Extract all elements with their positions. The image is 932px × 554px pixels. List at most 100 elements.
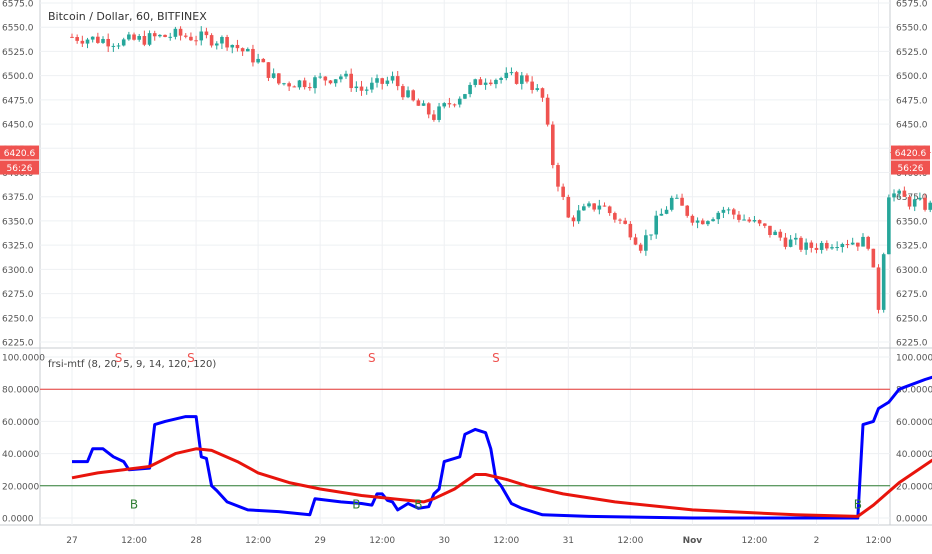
candle-body [90,36,95,40]
time-tick-label: 12:00 [617,536,643,546]
price-tick-label-left: 6550.0 [2,24,34,34]
candle-body [251,48,255,63]
candle-body [292,86,297,88]
candle-body [711,219,715,222]
buy-signal-label: B [854,497,862,511]
candle-body [385,80,390,84]
candle-body [545,97,550,125]
price-tick-label-right: 6300.0 [896,266,928,276]
candle-body [638,244,643,251]
candle-body [587,203,591,207]
candle-body [700,220,705,225]
candle-body [582,206,586,211]
candle-body [463,94,467,99]
candle-body [137,36,142,40]
candle-body [426,103,431,115]
candle-body [747,219,752,222]
candle-body [830,247,834,249]
candle-body [194,40,198,42]
candle-body [111,45,116,47]
candle-body [287,83,291,87]
time-tick-label: 12:00 [866,536,892,546]
candle-body [752,220,757,222]
indicator-tick-label-right: 0.0000 [896,515,928,525]
buy-signal-label: B [130,497,138,511]
candle-body [411,90,416,101]
indicator-tick-label-left: 100.0000 [2,354,45,364]
candle-body [473,79,478,85]
price-tick-label-right: 6525.0 [896,48,928,58]
price-tick-label-right: 6550.0 [896,24,928,34]
candle-body [152,33,157,37]
candle-body [328,80,333,84]
candle-body [525,75,529,82]
indicator-tick-label-left: 60.0000 [2,418,39,428]
price-tick-label-right: 6575.0 [896,0,928,10]
candle-body [308,87,312,89]
price-tick-label-left: 6500.0 [2,72,34,82]
price-tick-label-left: 6250.0 [2,314,34,324]
candle-body [628,223,633,238]
time-tick-label: 12:00 [369,536,395,546]
candle-body [675,197,679,199]
price-tick-label-left: 6375.0 [2,193,34,203]
price-badge-right-price: 6420.6 [895,149,927,159]
candle-body [680,197,684,206]
candle-body [509,72,514,74]
price-tick-label-right: 6500.0 [896,72,928,82]
candle-body [514,72,519,84]
sell-signal-label: S [187,351,195,365]
candle-body [551,124,555,166]
indicator-tick-label-right: 80.0000 [896,386,932,396]
candle-body [142,36,147,45]
candle-body [282,83,286,85]
candle-body [494,79,498,85]
price-tick-label-left: 6450.0 [2,121,34,131]
candle-body [375,78,379,83]
candle-body [866,236,870,249]
candle-body [876,267,881,310]
price-tick-label-right: 6375.0 [896,193,928,203]
candle-body [245,48,250,52]
candle-body [623,220,627,224]
candle-body [892,193,896,198]
time-tick-label: 31 [563,536,574,546]
indicator-title: frsi-mtf (8, 20, 5, 9, 14, 120, 120) [48,359,217,370]
candle-body [421,103,426,106]
price-tick-label-right: 6450.0 [896,121,928,131]
indicator-tick-label-right: 100.0000 [896,354,932,364]
candle-body [380,78,384,84]
buy-signal-label: B [352,497,360,511]
price-tick-label-right: 6275.0 [896,290,928,300]
candle-body [370,82,374,90]
candle-body [116,45,121,47]
indicator-tick-label-left: 80.0000 [2,386,39,396]
candle-body [519,75,524,84]
candle-body [840,244,845,248]
candle-body [669,197,674,210]
candle-body [313,77,317,89]
candle-body [240,48,245,52]
candle-body [835,247,839,249]
candle-body [809,242,814,248]
time-tick-label: 2 [814,536,820,546]
candle-body [432,114,436,120]
price-badge-left-price: 6420.6 [4,149,36,159]
candle-body [468,84,472,95]
candle-body [199,31,204,41]
candle-body [488,82,493,85]
candle-body [644,235,648,251]
price-tick-label-left: 6575.0 [2,0,34,10]
candle-body [690,215,695,223]
price-badge-left-box [0,145,39,160]
slow-rsi-line [71,447,932,518]
candle-body [825,242,829,249]
price-badge-left-countdown: 56:26 [7,164,33,174]
candle-body [633,237,638,245]
candle-body [726,209,731,211]
candle-body [75,37,79,41]
sell-signal-label: S [368,351,376,365]
candle-body [819,242,824,250]
